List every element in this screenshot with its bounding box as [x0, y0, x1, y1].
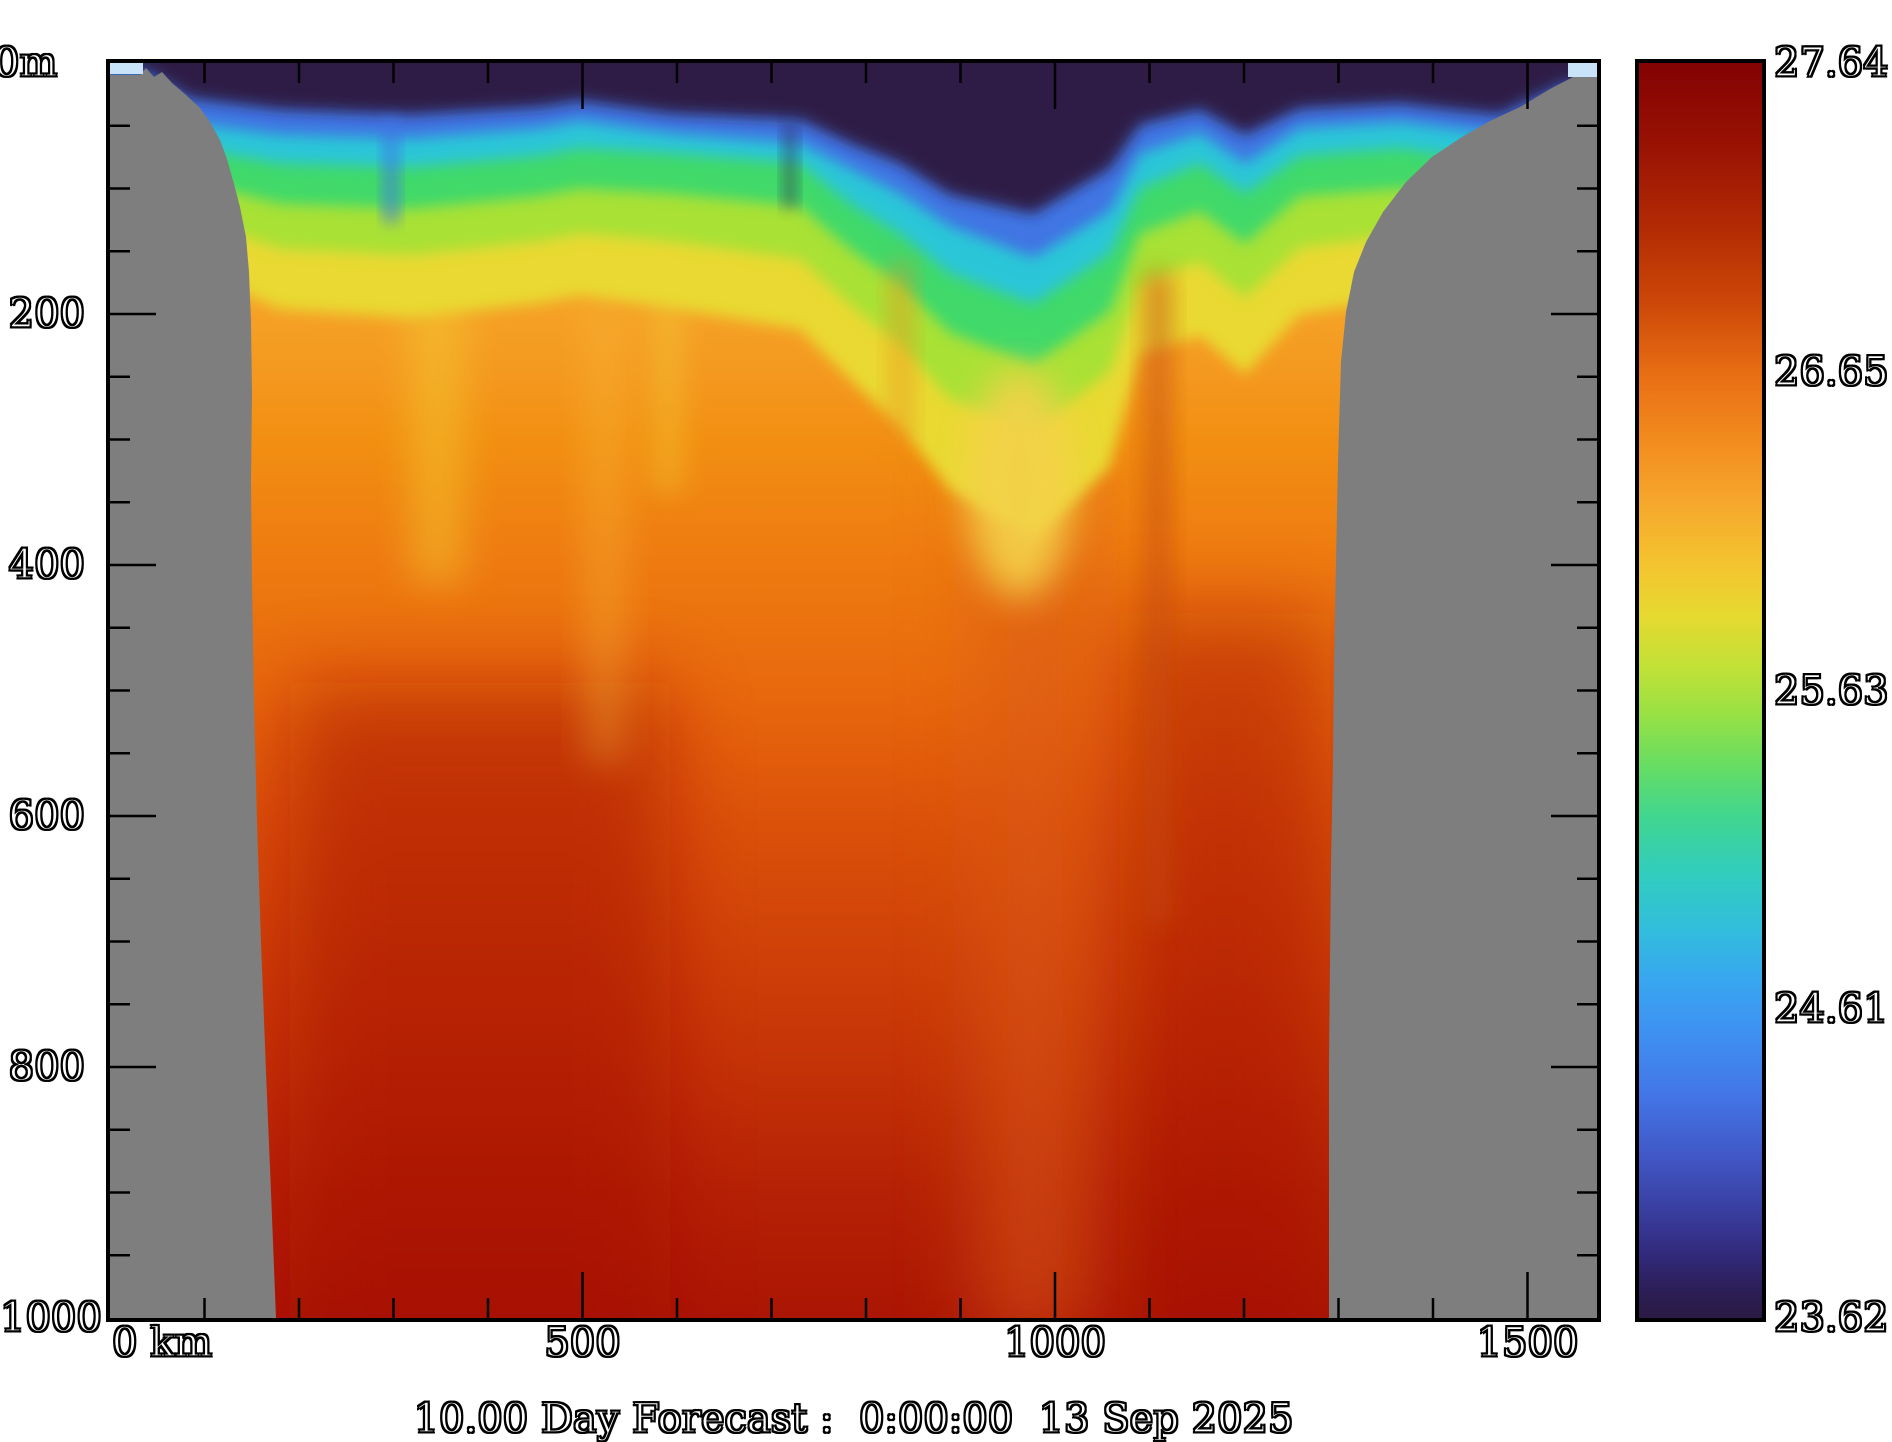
forecast-caption: 10.00 Day Forecast : 0:00:00 13 Sep 2025: [413, 1396, 1294, 1442]
land-right: [1329, 77, 1597, 1318]
colorbar-label-27.64: 27.64: [1773, 40, 1889, 86]
isopycnal-bands: [110, 63, 1597, 540]
dark-plume-streak: [782, 123, 798, 208]
blue-plume-streak: [382, 118, 400, 223]
colorbar-label-24.61: 24.61: [1773, 985, 1889, 1032]
y-tick-label-600: 600: [8, 793, 86, 839]
colorbar-label-25.63: 25.63: [1773, 667, 1889, 714]
density-section-field: [110, 63, 1597, 1318]
colorbar-label-23.62: 23.62: [1773, 1295, 1889, 1341]
isopycnal-band-24.2: [110, 63, 1597, 214]
orange-filament-right: [1145, 273, 1171, 923]
y-tick-label-1000: 1000: [0, 1295, 102, 1341]
section-plot-frame: [106, 59, 1601, 1322]
x-tick-label-0: 0 km: [111, 1320, 213, 1366]
bathymetry-land: [110, 63, 1597, 1318]
thermocline-streaks: [382, 118, 1171, 923]
deep-dark-left: [290, 683, 670, 1318]
x-tick-label-500: 500: [544, 1320, 622, 1366]
y-tick-label-800: 800: [8, 1044, 86, 1090]
y-tick-label-400: 400: [8, 542, 86, 588]
eddy-core-highlight: [965, 368, 1075, 598]
surface-gap-left: [110, 63, 143, 74]
x-tick-label-1000: 1000: [1003, 1320, 1106, 1366]
y-tick-label-200: 200: [8, 291, 86, 337]
orange-filament-left: [890, 263, 912, 443]
y-axis-surface-label: 0m: [0, 40, 58, 86]
x-tick-label-1500: 1500: [1476, 1320, 1579, 1366]
axis-ticks: [110, 63, 1597, 1318]
colorbar-gradient: [1639, 63, 1762, 1318]
land-left: [110, 68, 276, 1318]
light-streak-mid: [585, 303, 625, 763]
colorbar-label-26.65: 26.65: [1773, 349, 1889, 396]
surface-gap-right: [1568, 63, 1597, 77]
light-streak-left: [410, 293, 465, 583]
colorbar: [1635, 59, 1766, 1322]
light-streak-mid2: [650, 293, 685, 493]
